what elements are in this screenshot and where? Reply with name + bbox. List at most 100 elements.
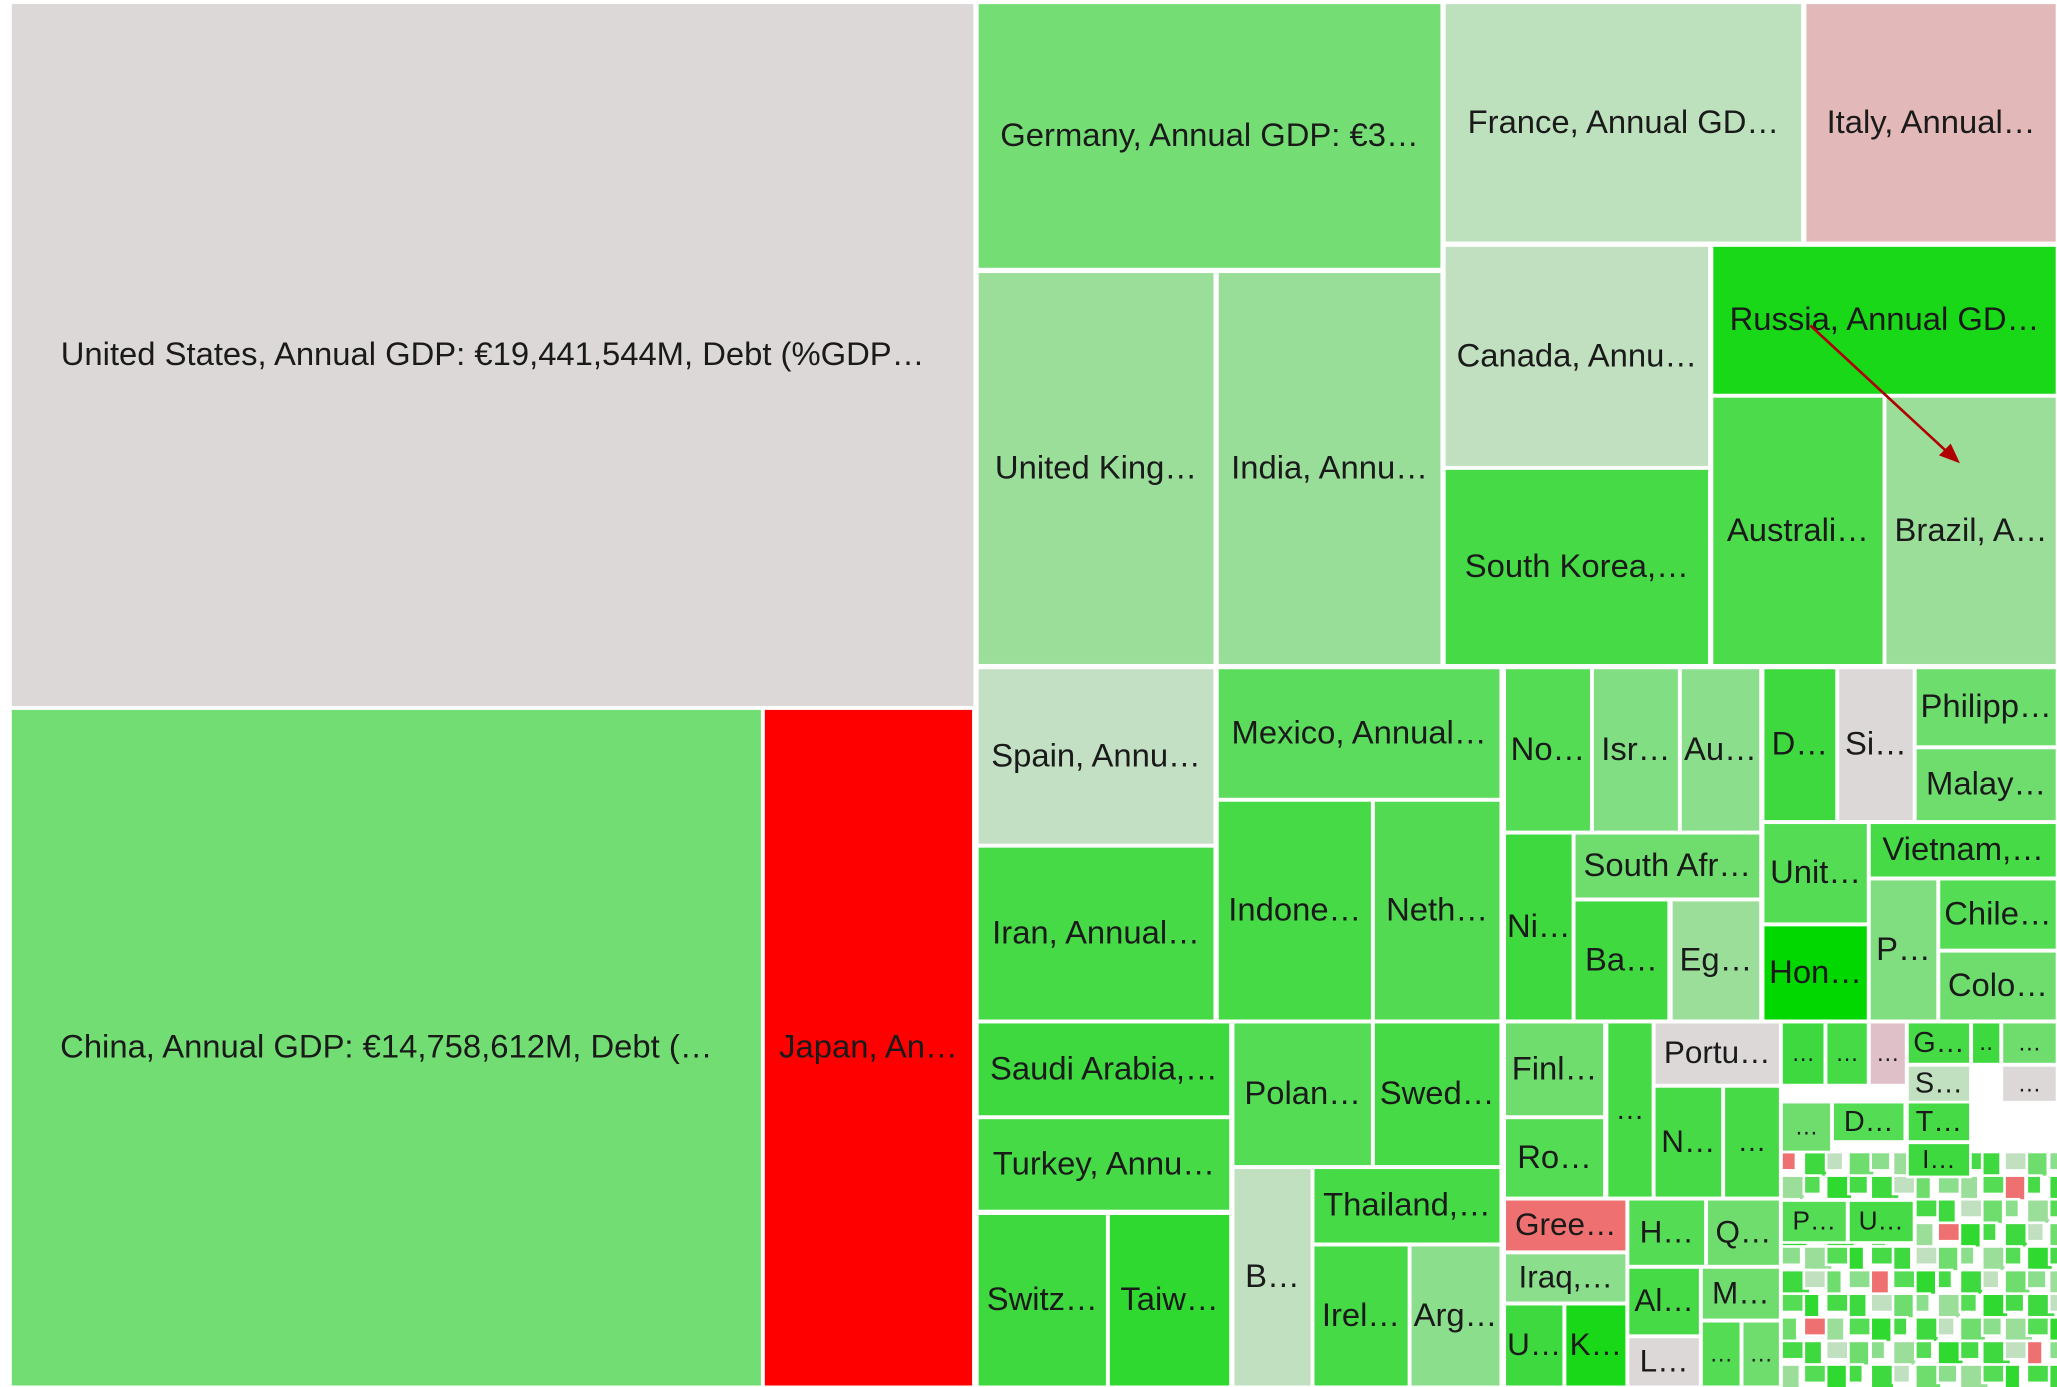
tile[interactable] (1906, 1141, 1972, 1179)
tile[interactable] (1722, 1085, 1782, 1200)
tile[interactable] (1503, 1251, 1629, 1305)
tile[interactable] (1443, 467, 1711, 667)
tile-group[interactable]: France, Annual GD… (1443, 1, 1804, 245)
tile-group[interactable]: ‥ (1970, 1020, 2002, 1066)
tile[interactable] (1626, 1266, 1702, 1337)
tile-group[interactable]: … (1700, 1319, 1743, 1387)
tile[interactable] (1216, 666, 1503, 801)
tile[interactable] (1563, 1302, 1629, 1387)
tile-group[interactable]: U… (1847, 1199, 1916, 1244)
tile-group[interactable]: Colo… (1937, 949, 2057, 1023)
tile-group[interactable]: Indone… (1216, 799, 1374, 1023)
tile-group[interactable]: Thailand,… (1311, 1166, 1503, 1246)
tile-group[interactable]: Italy, Annual… (1803, 1, 2057, 245)
tile[interactable] (1652, 1020, 1782, 1087)
tile-group[interactable]: P… (1868, 877, 1939, 1023)
tile[interactable] (9, 707, 764, 1387)
tile[interactable] (1443, 1, 1804, 245)
tile[interactable] (1883, 395, 2057, 667)
tile-group[interactable]: D… (1831, 1100, 1907, 1143)
tile-group[interactable]: S… (1906, 1064, 1972, 1104)
tile-group[interactable]: B… (1231, 1166, 1314, 1387)
tile-group[interactable]: Polan… (1231, 1020, 1374, 1168)
tile[interactable] (1803, 1, 2057, 245)
tile-group[interactable]: Q… (1705, 1197, 1782, 1268)
tile-group[interactable]: China, Annual GDP: €14,758,612M, Debt (… (9, 707, 764, 1387)
tile[interactable] (1503, 666, 1593, 834)
tile-group[interactable]: Neth… (1372, 799, 1503, 1023)
tile[interactable] (1231, 1166, 1314, 1387)
tile-group[interactable]: … (1740, 1319, 1782, 1387)
tile[interactable] (976, 1116, 1232, 1213)
tile[interactable] (1836, 666, 1916, 823)
tile-group[interactable]: Swed… (1372, 1020, 1503, 1168)
tile-group[interactable]: Switz… (976, 1212, 1109, 1387)
tile-group[interactable]: M… (1700, 1266, 1782, 1322)
tile-group[interactable]: … (1722, 1085, 1782, 1200)
tile[interactable] (1503, 1020, 1606, 1118)
tile-group[interactable]: … (2000, 1064, 2057, 1104)
tile-group[interactable]: Iran, Annual… (976, 845, 1217, 1023)
tile-group[interactable]: Irel… (1311, 1243, 1411, 1387)
tile-group[interactable]: K… (1563, 1302, 1629, 1387)
tile-group[interactable]: Si… (1836, 666, 1916, 823)
tile-group[interactable]: Turkey, Annu… (976, 1116, 1232, 1213)
tile-group[interactable]: N… (1652, 1085, 1724, 1200)
tile-group[interactable]: Brazil, A… (1883, 395, 2057, 667)
tile-group[interactable]: Philipp… (1914, 666, 2057, 748)
tile[interactable] (1780, 1199, 1849, 1244)
tile-group[interactable]: Portu… (1652, 1020, 1782, 1087)
tile[interactable] (1311, 1166, 1503, 1246)
tile[interactable] (1626, 1197, 1707, 1268)
tile[interactable] (1705, 1197, 1782, 1268)
tile[interactable] (2000, 1064, 2057, 1104)
tile[interactable] (9, 1, 977, 709)
tile-group[interactable]: Canada, Annu… (1443, 244, 1711, 469)
tile-group[interactable]: … (1780, 1100, 1833, 1154)
tile[interactable] (1868, 821, 2057, 880)
tile-group[interactable]: Arg… (1408, 1243, 1503, 1387)
tile[interactable] (1626, 1335, 1702, 1387)
tile-group[interactable]: South Korea,… (1443, 467, 1711, 667)
tile-group[interactable]: Vietnam,… (1868, 821, 2057, 880)
tile-group[interactable]: … (2000, 1020, 2057, 1066)
tile-group[interactable]: No… (1503, 666, 1593, 834)
tile-group[interactable]: Eg… (1670, 898, 1762, 1023)
tile-group[interactable]: Russia, Annual GD… (1710, 244, 2057, 397)
tile[interactable] (976, 1, 1444, 271)
tile[interactable] (1761, 821, 1870, 926)
tile-group[interactable]: Iraq,… (1503, 1251, 1629, 1305)
tile[interactable] (1937, 949, 2057, 1023)
tile-group[interactable]: … (1780, 1020, 1827, 1087)
tile-group[interactable]: Gree… (1503, 1197, 1629, 1254)
tile-group[interactable]: Unit… (1761, 821, 1870, 926)
tile-group[interactable]: United King… (976, 270, 1217, 667)
tile-group[interactable]: G… (1906, 1020, 1972, 1066)
tile[interactable] (1503, 1197, 1629, 1254)
tile[interactable] (1408, 1243, 1503, 1387)
tile-group[interactable]: Taiw… (1107, 1212, 1232, 1387)
tile-group[interactable]: Australi… (1710, 395, 1886, 667)
tile-group[interactable]: … (1605, 1020, 1655, 1200)
tile-group[interactable]: Saudi Arabia,… (976, 1020, 1232, 1118)
tile[interactable] (1216, 799, 1374, 1023)
tile[interactable] (1761, 666, 1838, 823)
tile-group[interactable]: T… (1906, 1100, 1972, 1143)
tile[interactable] (976, 270, 1217, 667)
tile-group[interactable]: P… (1780, 1199, 1849, 1244)
tile-group[interactable]: Ni… (1503, 831, 1575, 1023)
tile[interactable] (1231, 1020, 1374, 1168)
tile-group[interactable]: I… (1906, 1141, 1972, 1179)
tile-group[interactable]: South Afr… (1572, 831, 1762, 901)
tile[interactable] (1670, 898, 1762, 1023)
tile-group[interactable]: L… (1626, 1335, 1702, 1387)
tile-group[interactable]: Al… (1626, 1266, 1702, 1337)
tile-group[interactable]: United States, Annual GDP: €19,441,544M,… (9, 1, 977, 709)
tile-group[interactable]: Malay… (1914, 746, 2057, 823)
tile-group[interactable]: India, Annu… (1216, 270, 1444, 667)
tile-group[interactable]: Chile… (1937, 877, 2057, 952)
tile-group[interactable]: Mexico, Annual… (1216, 666, 1503, 801)
tile[interactable] (1847, 1199, 1916, 1244)
tile[interactable] (1572, 898, 1671, 1023)
tile-group[interactable]: … (1824, 1020, 1870, 1087)
